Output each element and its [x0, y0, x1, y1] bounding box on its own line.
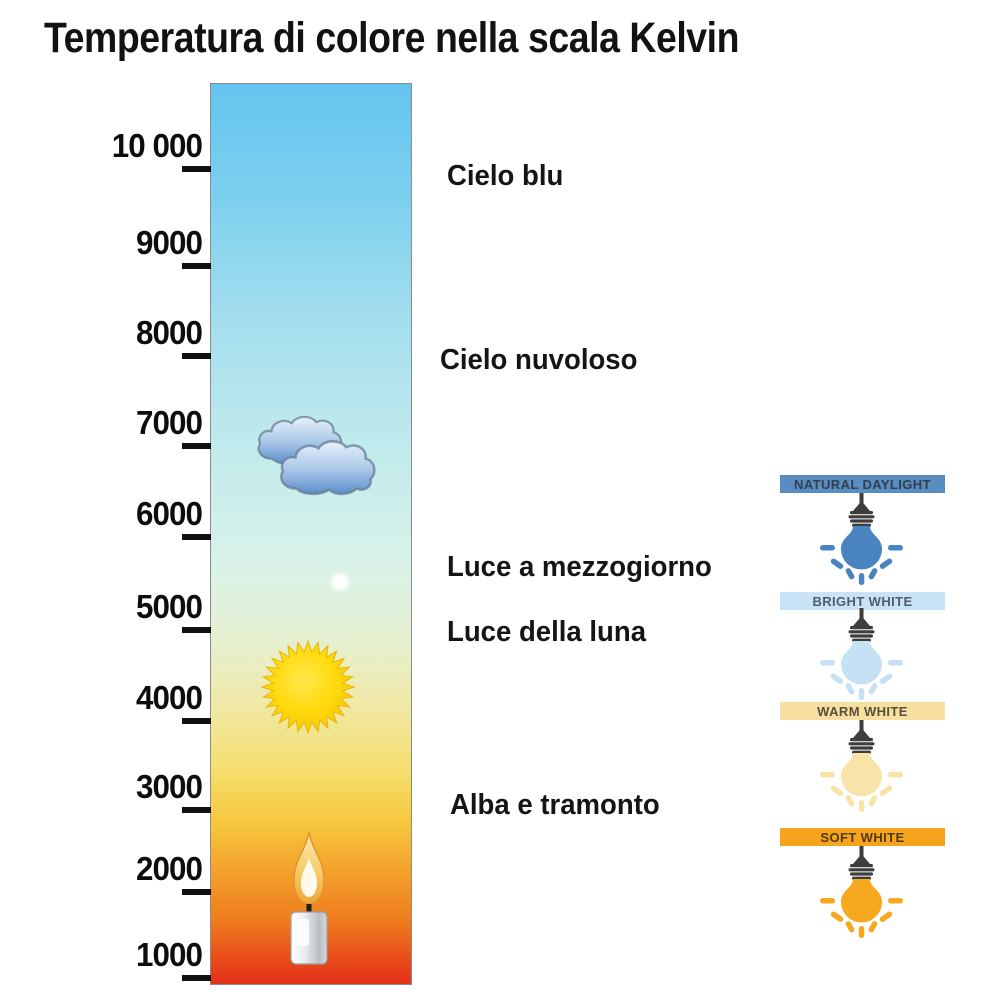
candle-icon: [290, 831, 328, 965]
axis-tick-mark: [182, 443, 211, 449]
bulb-banner-natural-daylight: NATURAL DAYLIGHT: [780, 475, 945, 493]
bulb-banner-bright-white: BRIGHT WHITE: [780, 592, 945, 610]
annotation-cielo-nuvoloso: Cielo nuvoloso: [440, 344, 638, 376]
axis-tick-label: 3000: [136, 768, 203, 805]
axis-tick-label: 5000: [136, 588, 203, 625]
annotation-alba-tramonto: Alba e tramonto: [450, 789, 660, 821]
axis-tick-mark: [182, 807, 211, 813]
axis-tick-mark: [182, 534, 211, 540]
axis-tick-label: 10 000: [111, 127, 203, 164]
page-title: Temperatura di colore nella scala Kelvin: [44, 14, 740, 62]
axis-tick-mark: [182, 263, 211, 269]
axis-tick-mark: [182, 975, 211, 981]
clouds-icon: [257, 415, 376, 496]
axis-tick-label: 7000: [136, 404, 203, 441]
sun-icon: [260, 639, 356, 735]
axis-tick-mark: [182, 166, 211, 172]
lightbulb-icon-bright-white: [820, 608, 903, 700]
annotation-luce-luna: Luce della luna: [447, 616, 647, 648]
moon-icon: [329, 571, 351, 593]
bulb-banner-soft-white: SOFT WHITE: [780, 828, 945, 846]
lightbulb-icon-soft-white: [820, 846, 903, 938]
axis-tick-mark: [182, 889, 211, 895]
axis-tick-mark: [182, 627, 211, 633]
axis-tick-mark: [182, 353, 211, 359]
lightbulb-icon-warm-white: [820, 720, 903, 812]
axis-tick-mark: [182, 718, 211, 724]
kelvin-gradient-bar: [210, 83, 412, 985]
axis-tick-label: 1000: [136, 936, 203, 973]
bulb-banner-warm-white: WARM WHITE: [780, 702, 945, 720]
annotation-luce-mezzogiorno: Luce a mezzogiorno: [447, 551, 712, 583]
axis-tick-label: 9000: [136, 224, 203, 261]
axis-tick-label: 8000: [136, 314, 203, 351]
axis-tick-label: 6000: [136, 495, 203, 532]
axis-tick-label: 4000: [136, 679, 203, 716]
lightbulb-icon-natural-daylight: [820, 493, 903, 585]
axis-tick-label: 2000: [136, 850, 203, 887]
annotation-cielo-blu: Cielo blu: [447, 160, 564, 192]
